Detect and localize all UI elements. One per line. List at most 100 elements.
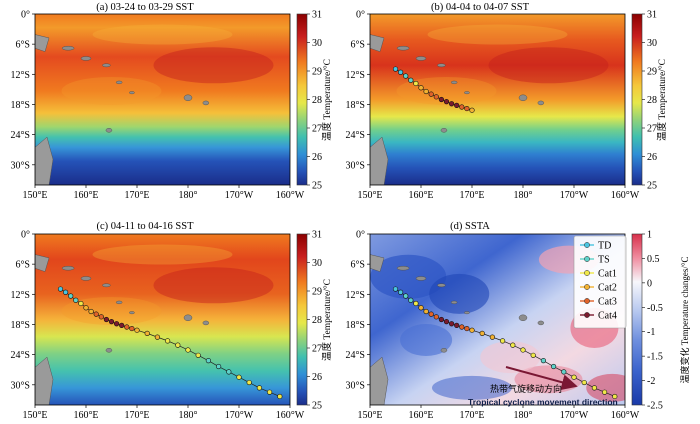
panel-b-island-7 xyxy=(464,91,470,95)
panel-d-y-tick-label-2: 12°S xyxy=(345,290,365,301)
panel-a-y-tick-label-1: 6°S xyxy=(15,40,30,51)
panel-a-x-tick-label-3: 180° xyxy=(179,190,198,201)
panel-d-track-point-8 xyxy=(433,314,439,320)
colorbar-c-tick-label-5: 26 xyxy=(312,372,322,383)
panel-c-x-tick-label-1: 160°E xyxy=(73,410,98,419)
panel-c-track-point-8 xyxy=(98,314,104,320)
panel-d-track-point-29 xyxy=(612,393,618,400)
legend-marker-ts xyxy=(584,256,590,262)
panel-c-y-tick-label-2: 12°S xyxy=(10,290,30,301)
panel-b-track-point-1 xyxy=(398,69,404,75)
panel-b-x-tick-label-0: 150°E xyxy=(357,190,382,201)
panel-b-png xyxy=(370,34,385,52)
colorbar-ticks-layer: 31 30 29 28 27 26 25 31 30 29 28 27 26 25 31 30 29 28 27 26… xyxy=(307,10,663,412)
panel-b-track-point-13 xyxy=(459,104,465,110)
panel-c-island-2 xyxy=(102,283,111,288)
panel-d-track-point-20 xyxy=(520,347,526,353)
panel-c-track-point-6 xyxy=(88,308,94,315)
panel-a-y-tick-label-4: 24°S xyxy=(10,130,30,141)
panel-c-x-tick-label-2: 170°E xyxy=(124,410,149,419)
panel-a-warm-patch-2 xyxy=(92,24,233,45)
panel-b-island-5 xyxy=(537,100,545,106)
legend-label-td: TD xyxy=(598,241,611,252)
panel-d-track-point-28 xyxy=(601,389,608,395)
panel-a-island-6 xyxy=(105,128,113,133)
legend-marker-td xyxy=(584,242,590,248)
panel-d-track-point-7 xyxy=(428,311,434,317)
panel-c-track-point-27 xyxy=(256,385,263,391)
panel-d-track-point-24 xyxy=(561,369,567,375)
colorbar-a-label: 温度 Temperature/°C xyxy=(321,59,333,141)
panel-b-track-point-10 xyxy=(443,99,450,105)
panel-d-anomaly-patch-0 xyxy=(370,254,447,299)
colorbar-c-tick-label-6: 25 xyxy=(312,401,322,412)
panel-b-y-tick-label-2: 12°S xyxy=(345,70,365,81)
panel-c-ocean xyxy=(35,234,290,405)
panel-b-track-point-2 xyxy=(403,73,409,79)
panel-d-island-5 xyxy=(537,320,545,326)
panel-c-y-tick-label-5: 30°S xyxy=(10,380,30,391)
panel-a-x-tick-label-1: 160°E xyxy=(73,190,98,201)
panel-a-island-7 xyxy=(129,91,135,95)
panel-d-track-point-6 xyxy=(423,308,429,315)
panel-b-island-0 xyxy=(396,46,410,51)
panel-a-frame xyxy=(34,13,291,186)
panel-d-y-tick-label-3: 18°S xyxy=(345,320,365,331)
panel-d-track-point-25 xyxy=(571,374,577,380)
panel-b-x-tick-label-4: 170°W xyxy=(560,190,589,201)
colorbar-b-label: 温度 Temperature/°C xyxy=(656,59,668,141)
panel-a-y-tick-label-3: 18°S xyxy=(10,100,30,111)
panel-c-y-tick-label-3: 18°S xyxy=(10,320,30,331)
panel-b-title: (b) 04-04 to 04-07 SST xyxy=(431,2,530,13)
panel-c-island-3 xyxy=(115,300,123,304)
panel-b-track-point-6 xyxy=(423,88,429,95)
panel-c-track-point-24 xyxy=(226,369,232,375)
colorbar-a-tick-label-0: 31 xyxy=(312,10,322,21)
panel-c-track-point-21 xyxy=(195,352,201,358)
panel-d-y-tick-label-4: 24°S xyxy=(345,350,365,361)
colorbar-c-tick-label-2: 29 xyxy=(312,287,322,298)
panel-d-track-point-9 xyxy=(438,316,445,323)
panel-c-png xyxy=(35,254,50,272)
panel-a-x-tick-label-0: 150°E xyxy=(22,190,47,201)
legend-marker-cat4 xyxy=(584,312,590,318)
panel-c-x-tick-label-4: 170°W xyxy=(225,410,254,419)
panel-d-track-point-11 xyxy=(449,321,455,327)
legend-label-cat4: Cat4 xyxy=(598,311,617,322)
panel-d-anomaly-patch-7 xyxy=(432,375,512,400)
panel-c-island-0 xyxy=(61,266,75,271)
panel-d-island-7 xyxy=(464,311,470,315)
panel-b-y-tick-label-5: 30°S xyxy=(345,160,365,171)
panel-c-track-point-12 xyxy=(119,322,125,328)
colorbar-c-strip xyxy=(296,233,308,406)
panel-b-warm-patch-0 xyxy=(488,47,609,84)
panel-b-island-4 xyxy=(518,94,528,101)
colorbar-d-strip xyxy=(631,233,643,406)
panel-b-x-tick-label-5: 160°W xyxy=(611,190,640,201)
panel-a-island-3 xyxy=(115,80,123,84)
panel-b-warm-patch-1 xyxy=(396,76,497,105)
colorbar-d-tick-label-5: -1.5 xyxy=(647,352,663,363)
panel-a-map xyxy=(35,14,290,185)
panel-d-track-point-18 xyxy=(500,338,506,344)
legend-label-cat1: Cat1 xyxy=(598,269,617,280)
panel-c-y-tick-label-1: 6°S xyxy=(15,260,30,271)
colorbar-b-tick-label-4: 27 xyxy=(647,124,657,135)
panel-d-track-point-27 xyxy=(591,385,598,391)
panel-d-track-point-22 xyxy=(540,358,547,364)
panel-c-track-point-19 xyxy=(175,342,181,348)
panel-b-track-point-0 xyxy=(392,66,399,72)
panel-c-island-6 xyxy=(105,348,113,353)
panel-b-australia xyxy=(370,136,389,185)
panel-c-track-point-28 xyxy=(267,389,273,395)
panel-c-island-1 xyxy=(80,276,92,281)
panel-d-x-tick-label-2: 170°E xyxy=(459,410,484,419)
panel-b-y-tick-label-4: 24°S xyxy=(345,130,365,141)
colorbar-d-tick-label-4: -1 xyxy=(647,327,655,338)
panel-a-island-0 xyxy=(61,46,75,51)
panel-d-y-tick-label-5: 30°S xyxy=(345,380,365,391)
panel-a-x-tick-label-2: 170°E xyxy=(124,190,149,201)
panel-c-track-point-5 xyxy=(83,305,89,311)
panel-d-anomaly-patch-1 xyxy=(429,273,490,314)
